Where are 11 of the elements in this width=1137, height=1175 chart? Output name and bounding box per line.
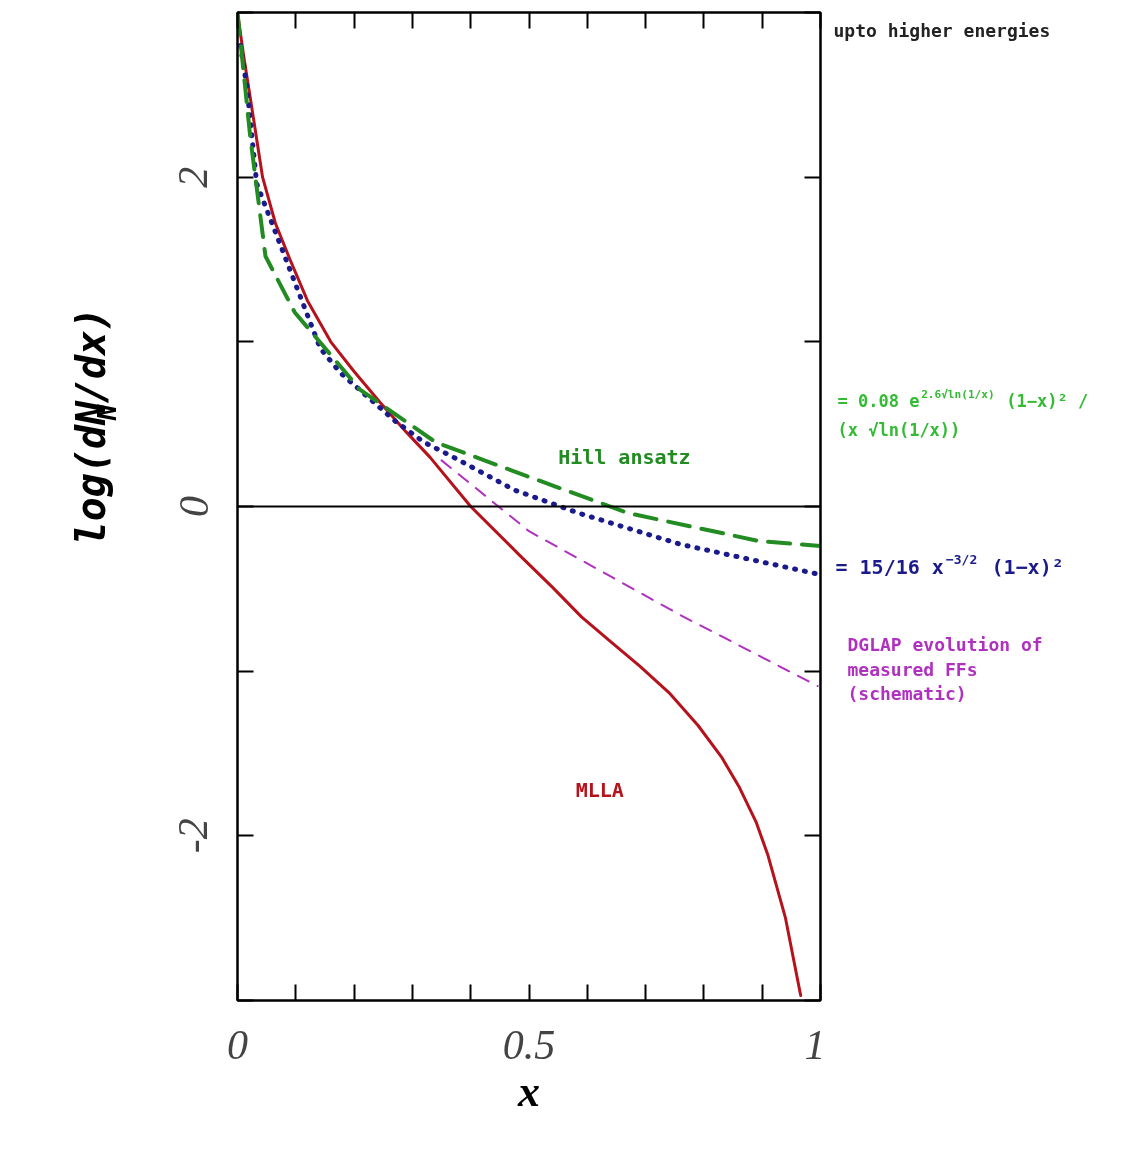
series-label: Hill ansatz — [558, 445, 691, 470]
series-label: DGLAP evolution of measured FFs (schematic) — [847, 634, 1043, 704]
y-tick-label: 0 — [170, 496, 217, 517]
y-tick-label: -2 — [170, 818, 217, 854]
text: MLLA — [575, 777, 624, 802]
x-axis-title: x — [517, 1066, 540, 1116]
y-tick-label: 2 — [170, 166, 217, 188]
x-tick-label: 1 — [804, 1021, 826, 1068]
x-tick-label: 0 — [227, 1021, 248, 1068]
x-tick-label: 0.5 — [502, 1021, 556, 1068]
text: upto higher energies — [833, 20, 1051, 42]
